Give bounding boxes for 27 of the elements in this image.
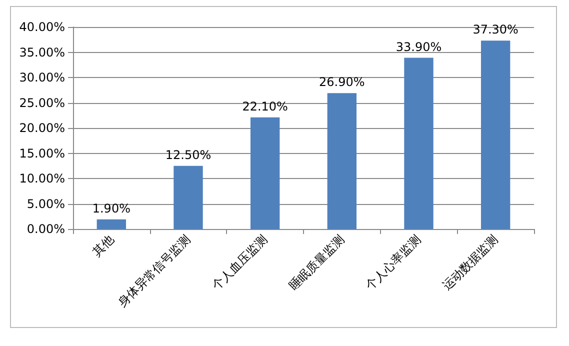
y-tick-label: 15.00%: [19, 146, 65, 160]
y-tick-label: 5.00%: [26, 196, 65, 211]
y-tick-label: 25.00%: [19, 96, 65, 110]
bar: [480, 40, 510, 229]
x-tick-label: 个人心率监测: [362, 232, 424, 293]
y-tick-label: 30.00%: [19, 70, 65, 84]
x-tick-label: 个人血压监测: [209, 232, 270, 293]
y-tick-label: 40.00%: [19, 20, 65, 34]
y-tick-label: 35.00%: [19, 45, 65, 60]
data-label: 1.90%: [92, 201, 130, 216]
y-tick-label: 20.00%: [19, 121, 65, 135]
data-label: 12.50%: [165, 148, 212, 162]
y-tick-label: 10.00%: [19, 172, 65, 186]
bar: [250, 117, 280, 229]
data-label: 37.30%: [472, 22, 518, 37]
y-tick-label: 0.00%: [26, 222, 65, 236]
data-label: 33.90%: [396, 40, 442, 54]
x-tick-label: 运动数据监测: [440, 232, 501, 293]
x-tick-label: 睡眠质量监测: [286, 232, 347, 293]
data-label: 26.90%: [319, 75, 365, 90]
bar: [327, 93, 357, 229]
bar: [404, 58, 434, 229]
bar: [174, 166, 203, 229]
data-label: 22.10%: [242, 99, 288, 114]
x-tick-label: 身体异常信号监测: [115, 232, 194, 310]
bar: [96, 219, 126, 229]
x-tick-label: 其他: [89, 232, 116, 259]
